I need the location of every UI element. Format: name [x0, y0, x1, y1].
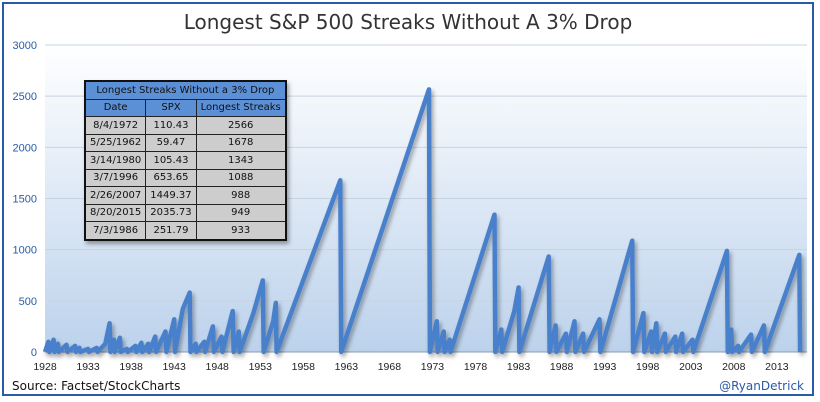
x-tick-label: 1943: [162, 361, 186, 373]
x-tick-label: 1983: [507, 361, 531, 373]
date-cell: 8/20/2015: [84, 203, 147, 222]
table-row: 8/4/1972 110.43 2566: [84, 116, 287, 135]
x-tick-label: 1968: [378, 361, 402, 373]
source-note: Source: Factset/StockCharts: [12, 379, 181, 393]
x-tick-label: 2003: [679, 361, 703, 373]
x-tick-label: 1953: [249, 361, 273, 373]
x-tick-label: 1973: [421, 361, 445, 373]
spx-cell: 251.79: [145, 221, 197, 240]
x-tick-label: 1958: [292, 361, 316, 373]
date-cell: 3/7/1996: [84, 168, 147, 187]
x-tick-label: 1998: [636, 361, 660, 373]
x-tick-label: 1963: [335, 361, 359, 373]
date-cell: 7/3/1986: [84, 221, 147, 240]
y-tick-label: 2500: [13, 91, 37, 103]
streak-cell: 2566: [195, 116, 287, 135]
table-caption-row: Longest Streaks Without a 3% Drop: [84, 80, 287, 100]
chart-title: Longest S&P 500 Streaks Without A 3% Dro…: [183, 10, 633, 34]
table-caption: Longest Streaks Without a 3% Drop: [84, 80, 287, 100]
x-tick-label: 1933: [76, 361, 100, 373]
x-tick-label: 1993: [593, 361, 617, 373]
y-tick-label: 1000: [13, 245, 37, 257]
spx-cell: 653.65: [145, 168, 197, 187]
author-handle: @RyanDetrick: [719, 379, 804, 393]
date-cell: 8/4/1972: [84, 116, 147, 135]
table-row: 3/7/1996 653.65 1088: [84, 168, 287, 187]
table-row: 3/14/1980 105.43 1343: [84, 151, 287, 170]
x-tick-label: 2013: [765, 361, 789, 373]
table-row: 8/20/2015 2035.73 949: [84, 203, 287, 222]
table-row: 2/26/2007 1449.37 988: [84, 186, 287, 205]
y-tick-label: 2000: [13, 142, 37, 154]
streak-table: Longest Streaks Without a 3% Drop Date S…: [84, 80, 287, 241]
x-tick-label: 1938: [119, 361, 143, 373]
date-cell: 3/14/1980: [84, 151, 147, 170]
column-header-spx: SPX: [145, 98, 197, 117]
streak-cell: 988: [195, 186, 287, 205]
table-header-row: Date SPX Longest Streaks: [84, 98, 287, 117]
column-header-date: Date: [84, 98, 147, 117]
date-cell: 5/25/1962: [84, 133, 147, 152]
streak-cell: 1678: [195, 133, 287, 152]
spx-cell: 105.43: [145, 151, 197, 170]
column-header-streaks: Longest Streaks: [195, 98, 287, 117]
x-tick-label: 1928: [33, 361, 57, 373]
x-axis: 1928 1933 1938 1943 1948 1953 1958 1963 1968 1973…: [33, 351, 807, 373]
spx-cell: 1449.37: [145, 186, 197, 205]
y-tick-label: 500: [19, 296, 37, 308]
streak-cell: 1088: [195, 168, 287, 187]
streak-cell: 1343: [195, 151, 287, 170]
table-row: 5/25/1962 59.47 1678: [84, 133, 287, 152]
x-tick-label: 1988: [550, 361, 574, 373]
spx-cell: 110.43: [145, 116, 197, 135]
x-tick-label: 1978: [464, 361, 488, 373]
streak-cell: 933: [195, 221, 287, 240]
date-cell: 2/26/2007: [84, 186, 147, 205]
x-tick-label: 2008: [722, 361, 746, 373]
y-axis: 0 500 1000 1500 2000 2500 3000: [13, 40, 37, 359]
y-tick-label: 0: [31, 347, 37, 359]
streak-line: [42, 87, 803, 355]
table-row: 7/3/1986 251.79 933: [84, 221, 287, 240]
spx-cell: 2035.73: [145, 203, 197, 222]
y-tick-label: 3000: [13, 40, 37, 52]
x-tick-label: 1948: [206, 361, 230, 373]
y-tick-label: 1500: [13, 194, 37, 206]
streak-cell: 949: [195, 203, 287, 222]
spx-cell: 59.47: [145, 133, 197, 152]
